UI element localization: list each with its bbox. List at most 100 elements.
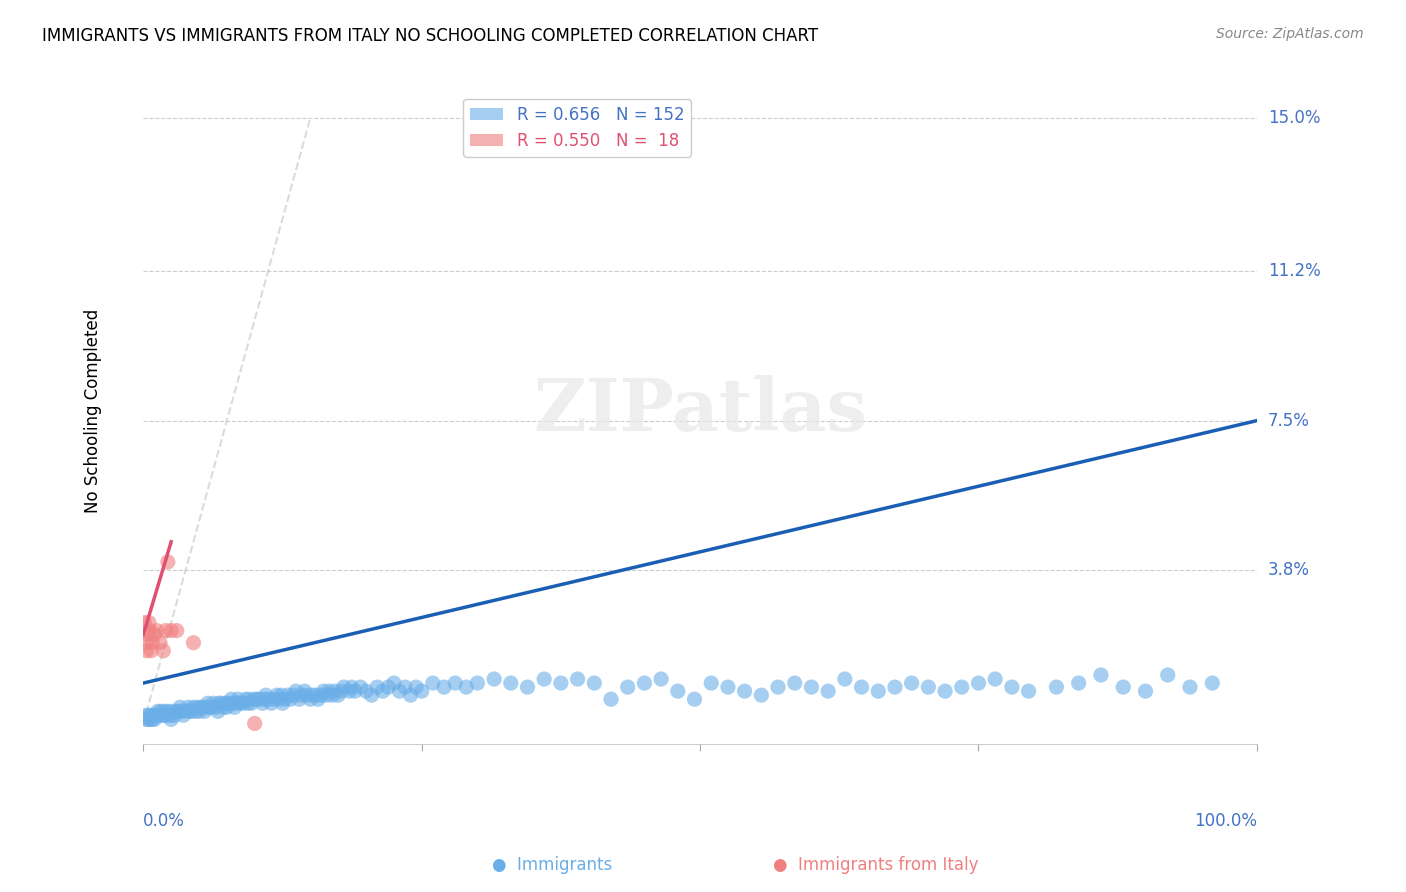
Immigrants [226, 692, 249, 706]
Immigrants [174, 704, 197, 718]
Immigrants [1090, 668, 1112, 682]
Text: 100.0%: 100.0% [1194, 813, 1257, 830]
Immigrants [340, 680, 363, 694]
Immigrants [322, 688, 344, 702]
Immigrants [135, 708, 157, 723]
Immigrants [394, 680, 416, 694]
Immigrants from Italy [139, 644, 162, 658]
Immigrants [142, 708, 165, 723]
Immigrants [204, 700, 226, 714]
Immigrants [207, 704, 229, 718]
Immigrants [950, 680, 973, 694]
Immigrants [229, 696, 252, 710]
Immigrants [967, 676, 990, 690]
Immigrants [172, 708, 194, 723]
Immigrants [167, 704, 190, 718]
Immigrants [221, 692, 243, 706]
Immigrants [136, 713, 159, 727]
Immigrants from Italy [166, 624, 188, 638]
Immigrants [146, 704, 169, 718]
Immigrants [616, 680, 638, 694]
Immigrants [163, 708, 186, 723]
Immigrants [150, 704, 173, 718]
Immigrants from Italy [138, 615, 160, 630]
Immigrants [240, 696, 263, 710]
Immigrants [600, 692, 623, 706]
Immigrants [274, 692, 297, 706]
Immigrants [834, 672, 856, 686]
Immigrants [246, 692, 269, 706]
Text: ●  Immigrants: ● Immigrants [492, 856, 613, 874]
Immigrants [399, 688, 422, 702]
Immigrants [1178, 680, 1201, 694]
Immigrants [312, 684, 335, 698]
Immigrants [817, 684, 839, 698]
Immigrants [533, 672, 555, 686]
Immigrants [271, 696, 294, 710]
Immigrants from Italy [145, 624, 167, 638]
Immigrants [238, 692, 260, 706]
Immigrants [332, 680, 354, 694]
Immigrants [734, 684, 756, 698]
Immigrants [868, 684, 890, 698]
Immigrants [202, 696, 225, 710]
Immigrants [516, 680, 538, 694]
Immigrants [253, 692, 276, 706]
Immigrants [257, 692, 280, 706]
Immigrants from Italy [160, 624, 183, 638]
Text: Source: ZipAtlas.com: Source: ZipAtlas.com [1216, 27, 1364, 41]
Immigrants [169, 700, 191, 714]
Immigrants [145, 708, 167, 723]
Immigrants [201, 700, 224, 714]
Immigrants [650, 672, 672, 686]
Immigrants [305, 688, 328, 702]
Immigrants [299, 692, 322, 706]
Immigrants [215, 696, 238, 710]
Immigrants [138, 708, 160, 723]
Immigrants from Italy [134, 615, 156, 630]
Immigrants [1157, 668, 1180, 682]
Immigrants [236, 696, 259, 710]
Immigrants [1067, 676, 1090, 690]
Immigrants [180, 704, 202, 718]
Immigrants [433, 680, 456, 694]
Immigrants [323, 684, 346, 698]
Immigrants [190, 700, 212, 714]
Immigrants [278, 692, 301, 706]
Immigrants [155, 708, 177, 723]
Immigrants [330, 684, 353, 698]
Immigrants [371, 684, 394, 698]
Immigrants [212, 700, 235, 714]
Text: 0.0%: 0.0% [143, 813, 186, 830]
Immigrants [288, 692, 311, 706]
Immigrants [749, 688, 772, 702]
Text: ZIPatlas: ZIPatlas [533, 375, 868, 446]
Immigrants [153, 704, 176, 718]
Immigrants [1201, 676, 1223, 690]
Immigrants [197, 696, 219, 710]
Immigrants [284, 684, 307, 698]
Immigrants [360, 688, 382, 702]
Immigrants [215, 700, 238, 714]
Immigrants [135, 713, 157, 727]
Immigrants [225, 696, 247, 710]
Immigrants from Italy [152, 644, 174, 658]
Immigrants [311, 688, 333, 702]
Immigrants [307, 692, 329, 706]
Immigrants [884, 680, 907, 694]
Immigrants [221, 696, 243, 710]
Immigrants [145, 708, 167, 723]
Immigrants [984, 672, 1007, 686]
Immigrants [550, 676, 572, 690]
Immigrants [683, 692, 706, 706]
Immigrants [269, 692, 291, 706]
Immigrants [633, 676, 655, 690]
Immigrants [422, 676, 444, 690]
Immigrants [917, 680, 939, 694]
Immigrants [301, 688, 323, 702]
Immigrants [152, 708, 174, 723]
Immigrants [270, 688, 292, 702]
Immigrants [243, 692, 266, 706]
Immigrants [456, 680, 478, 694]
Immigrants [235, 692, 257, 706]
